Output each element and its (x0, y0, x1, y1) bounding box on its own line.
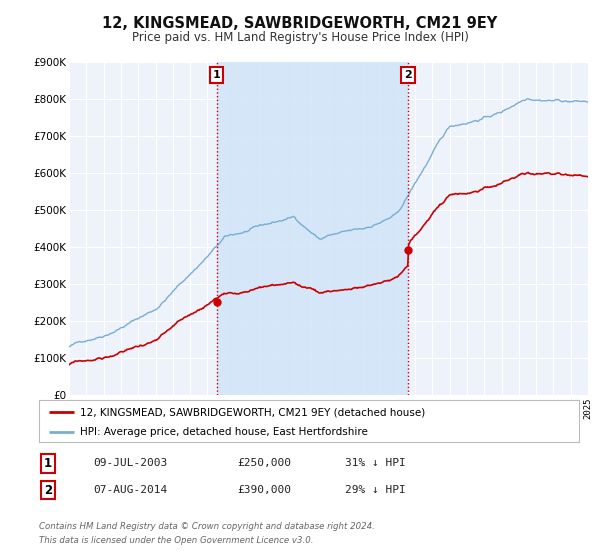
Text: 12, KINGSMEAD, SAWBRIDGEWORTH, CM21 9EY: 12, KINGSMEAD, SAWBRIDGEWORTH, CM21 9EY (103, 16, 497, 31)
Text: £390,000: £390,000 (237, 485, 291, 495)
Text: 2: 2 (404, 70, 412, 80)
Text: Contains HM Land Registry data © Crown copyright and database right 2024.: Contains HM Land Registry data © Crown c… (39, 522, 375, 531)
Text: 09-JUL-2003: 09-JUL-2003 (93, 458, 167, 468)
Text: 2: 2 (44, 483, 52, 497)
Text: 12, KINGSMEAD, SAWBRIDGEWORTH, CM21 9EY (detached house): 12, KINGSMEAD, SAWBRIDGEWORTH, CM21 9EY … (79, 407, 425, 417)
Text: Price paid vs. HM Land Registry's House Price Index (HPI): Price paid vs. HM Land Registry's House … (131, 31, 469, 44)
Text: 1: 1 (44, 456, 52, 470)
Text: HPI: Average price, detached house, East Hertfordshire: HPI: Average price, detached house, East… (79, 427, 367, 437)
Bar (217, 62, 408, 395)
Text: 29% ↓ HPI: 29% ↓ HPI (345, 485, 406, 495)
Text: 07-AUG-2014: 07-AUG-2014 (93, 485, 167, 495)
Text: £250,000: £250,000 (237, 458, 291, 468)
Text: 1: 1 (212, 70, 220, 80)
Text: 31% ↓ HPI: 31% ↓ HPI (345, 458, 406, 468)
Text: This data is licensed under the Open Government Licence v3.0.: This data is licensed under the Open Gov… (39, 536, 314, 545)
